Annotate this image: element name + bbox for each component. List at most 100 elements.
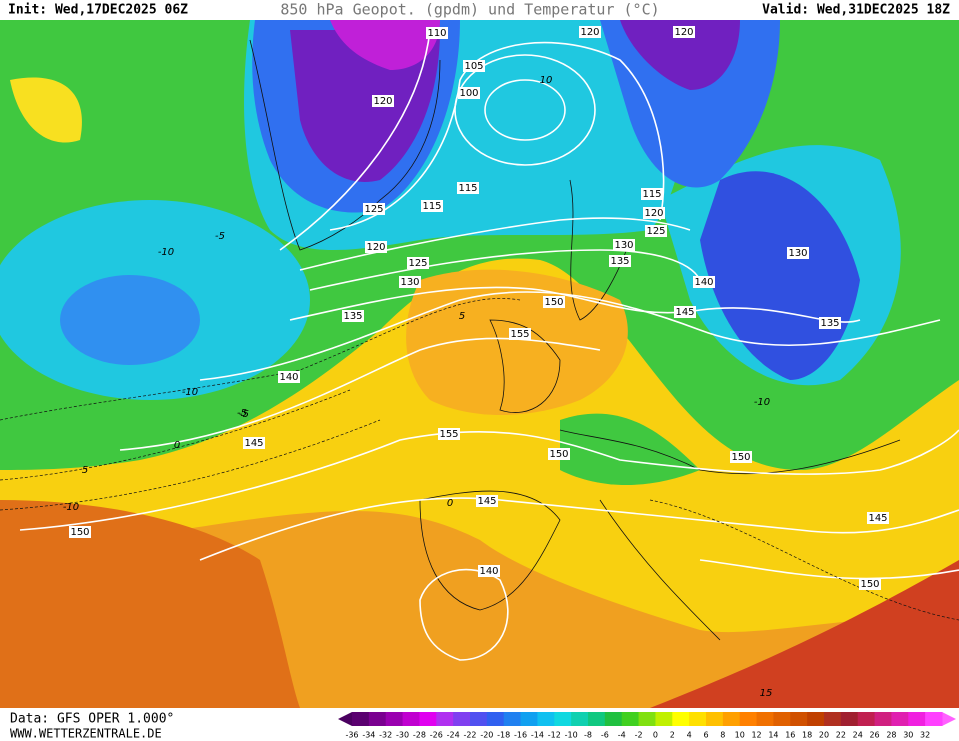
legend-label: -18 (497, 731, 510, 740)
legend-swatch (352, 712, 370, 726)
legend-label: -24 (447, 731, 460, 740)
legend-label: -8 (584, 731, 592, 740)
geopotential-label: 140 (279, 372, 298, 383)
label-box (867, 512, 889, 524)
label-box (641, 188, 663, 200)
legend-swatch (672, 712, 690, 726)
chart-title: 850 hPa Geopot. (gpdm) und Temperatur (°… (280, 1, 659, 19)
label-box (476, 495, 498, 507)
legend-swatch (554, 712, 572, 726)
geopotential-label: 120 (580, 27, 599, 38)
legend-swatch (840, 712, 859, 726)
legend-swatch (453, 712, 471, 726)
geopotential-label: 145 (244, 438, 263, 449)
legend-arrow (338, 712, 352, 726)
geopotential-label: 135 (820, 318, 839, 329)
geopotential-label: 145 (675, 307, 694, 318)
label-box (372, 95, 394, 107)
label-box (69, 526, 91, 538)
legend-label: 8 (720, 731, 725, 740)
label-box (421, 200, 443, 212)
geopotential-label: 140 (694, 277, 713, 288)
coastlines (249, 39, 901, 641)
geopotential-label: 155 (439, 429, 458, 440)
temp-field (650, 560, 959, 708)
legend-swatch (807, 712, 825, 726)
temp-field (406, 269, 628, 415)
geopotential-label: 150 (731, 452, 750, 463)
legend-swatch (621, 712, 640, 726)
legend-swatch (402, 712, 420, 726)
label-box (457, 182, 479, 194)
geopotential-label: 135 (343, 311, 362, 322)
label-box (859, 578, 881, 590)
legend-arrow (942, 712, 956, 726)
label-box (645, 225, 667, 237)
label-box (458, 87, 480, 99)
temperature-label: 5 (459, 311, 465, 322)
legend-label: -14 (531, 731, 544, 740)
legend-label: 2 (670, 731, 675, 740)
label-box (438, 428, 460, 440)
label-box (463, 60, 485, 72)
label-box (407, 257, 429, 269)
legend-label: 10 (735, 731, 745, 740)
legend-swatch (503, 712, 522, 726)
legend-label: 12 (751, 731, 761, 740)
legend-swatch (638, 712, 656, 726)
label-box (730, 451, 752, 463)
legend-swatch (790, 712, 808, 726)
legend-label: 22 (836, 731, 846, 740)
color-legend: -36 -34 -32 -30 -28 -26 -24 -22 -20 -18 -16 -14 -12-… (338, 712, 956, 740)
legend-swatch (436, 712, 454, 726)
geopotential-label: 125 (408, 258, 427, 269)
legend-label: 0 (653, 731, 658, 740)
legend-label: -2 (635, 731, 643, 740)
geopotential-label: 140 (479, 566, 498, 577)
legend-swatch (368, 712, 387, 726)
legend-label: -12 (548, 731, 561, 740)
legend-swatch (824, 712, 842, 726)
geopotential-label: 120 (373, 96, 392, 107)
geopotential-label: 115 (642, 189, 661, 200)
geopotential-label: 150 (860, 579, 879, 590)
legend-swatch (925, 712, 943, 726)
temp-field (330, 20, 440, 70)
valid-time: Valid: Wed,31DEC2025 18Z (762, 3, 950, 18)
geopotential-label: 120 (366, 242, 385, 253)
legend-swatch (739, 712, 758, 726)
geopotential-contours (19, 29, 959, 661)
temp-field (600, 20, 780, 188)
label-box (673, 26, 695, 38)
map (0, 20, 959, 708)
legend-swatch (908, 712, 926, 726)
legend-label: 28 (886, 731, 896, 740)
legend-swatch (857, 712, 876, 726)
legend-swatch (891, 712, 909, 726)
legend-label: -26 (430, 731, 443, 740)
legend-label: 4 (687, 731, 692, 740)
geopotential-label: 125 (646, 226, 665, 237)
label-box (613, 239, 635, 251)
label-box (509, 328, 531, 340)
geopotential-label: 130 (614, 240, 633, 251)
label-box (579, 26, 601, 38)
legend-label: 32 (920, 731, 930, 740)
temperature-label: -5 (237, 408, 247, 419)
geopotential-label: 120 (674, 27, 693, 38)
legend-label: 18 (802, 731, 812, 740)
label-box (426, 27, 448, 39)
legend-label: 20 (819, 731, 829, 740)
temperature-label: 0 (174, 440, 180, 451)
label-box (478, 565, 500, 577)
geopotential-label: 150 (544, 297, 563, 308)
legend-label: -32 (379, 731, 392, 740)
geopotential-label: 130 (400, 277, 419, 288)
legend-label: -16 (514, 731, 527, 740)
geopotential-label: 145 (868, 513, 887, 524)
label-box (819, 317, 841, 329)
legend-label: -30 (396, 731, 409, 740)
legend-swatch (756, 712, 774, 726)
